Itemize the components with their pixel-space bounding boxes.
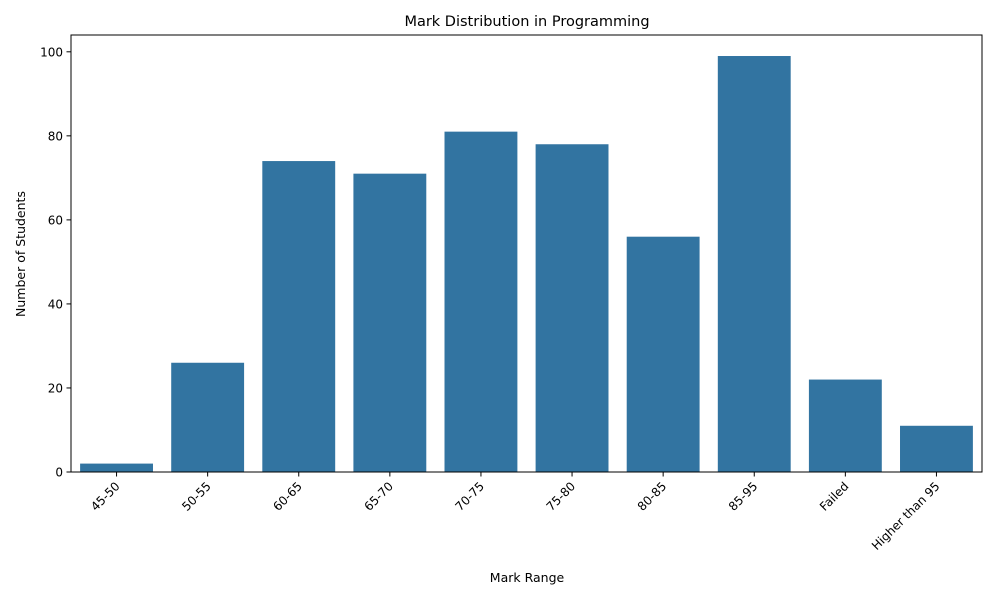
y-axis-ticks: 0 20 40 60 80 100 xyxy=(40,45,71,480)
bar-85-95 xyxy=(717,56,791,473)
bar-65-70 xyxy=(353,173,427,473)
bar-70-75 xyxy=(444,131,518,472)
bar-80-85 xyxy=(626,236,700,472)
bar-75-80 xyxy=(535,144,609,472)
x-axis-label: Mark Range xyxy=(490,570,565,585)
x-tick-label: 70-75 xyxy=(453,479,488,514)
y-axis-label: Number of Students xyxy=(13,191,28,317)
plot-frame xyxy=(70,34,983,473)
x-tick-label: 85-95 xyxy=(726,479,761,514)
bar-60-65 xyxy=(262,161,336,473)
x-tick-label: 45-50 xyxy=(88,479,123,514)
bar-group xyxy=(80,56,973,473)
axis-spines xyxy=(70,34,983,473)
chart-title: Mark Distribution in Programming xyxy=(404,14,649,30)
x-tick-label: 75-80 xyxy=(544,479,579,514)
y-tick-label: 80 xyxy=(48,129,63,143)
x-tick-label: Failed xyxy=(817,479,852,514)
y-tick-label: 100 xyxy=(40,45,63,59)
x-tick-label: 80-85 xyxy=(635,479,670,514)
x-tick-label: 50-55 xyxy=(179,479,214,514)
x-axis-ticks: 45-50 50-55 60-65 65-70 70-75 75-80 80-85 85-95… xyxy=(88,472,943,553)
y-tick-label: 20 xyxy=(48,381,63,395)
bar-45-50 xyxy=(80,463,153,472)
x-tick-label: 60-65 xyxy=(270,479,305,514)
x-tick-label: Higher than 95 xyxy=(869,479,943,553)
y-tick-label: 0 xyxy=(55,466,63,480)
y-tick-label: 40 xyxy=(48,297,63,311)
y-tick-label: 60 xyxy=(48,213,63,227)
bar-50-55 xyxy=(171,362,245,472)
bar-Failed xyxy=(808,379,882,472)
bar-Higher than 95 xyxy=(900,425,973,472)
x-tick-label: 65-70 xyxy=(361,479,396,514)
